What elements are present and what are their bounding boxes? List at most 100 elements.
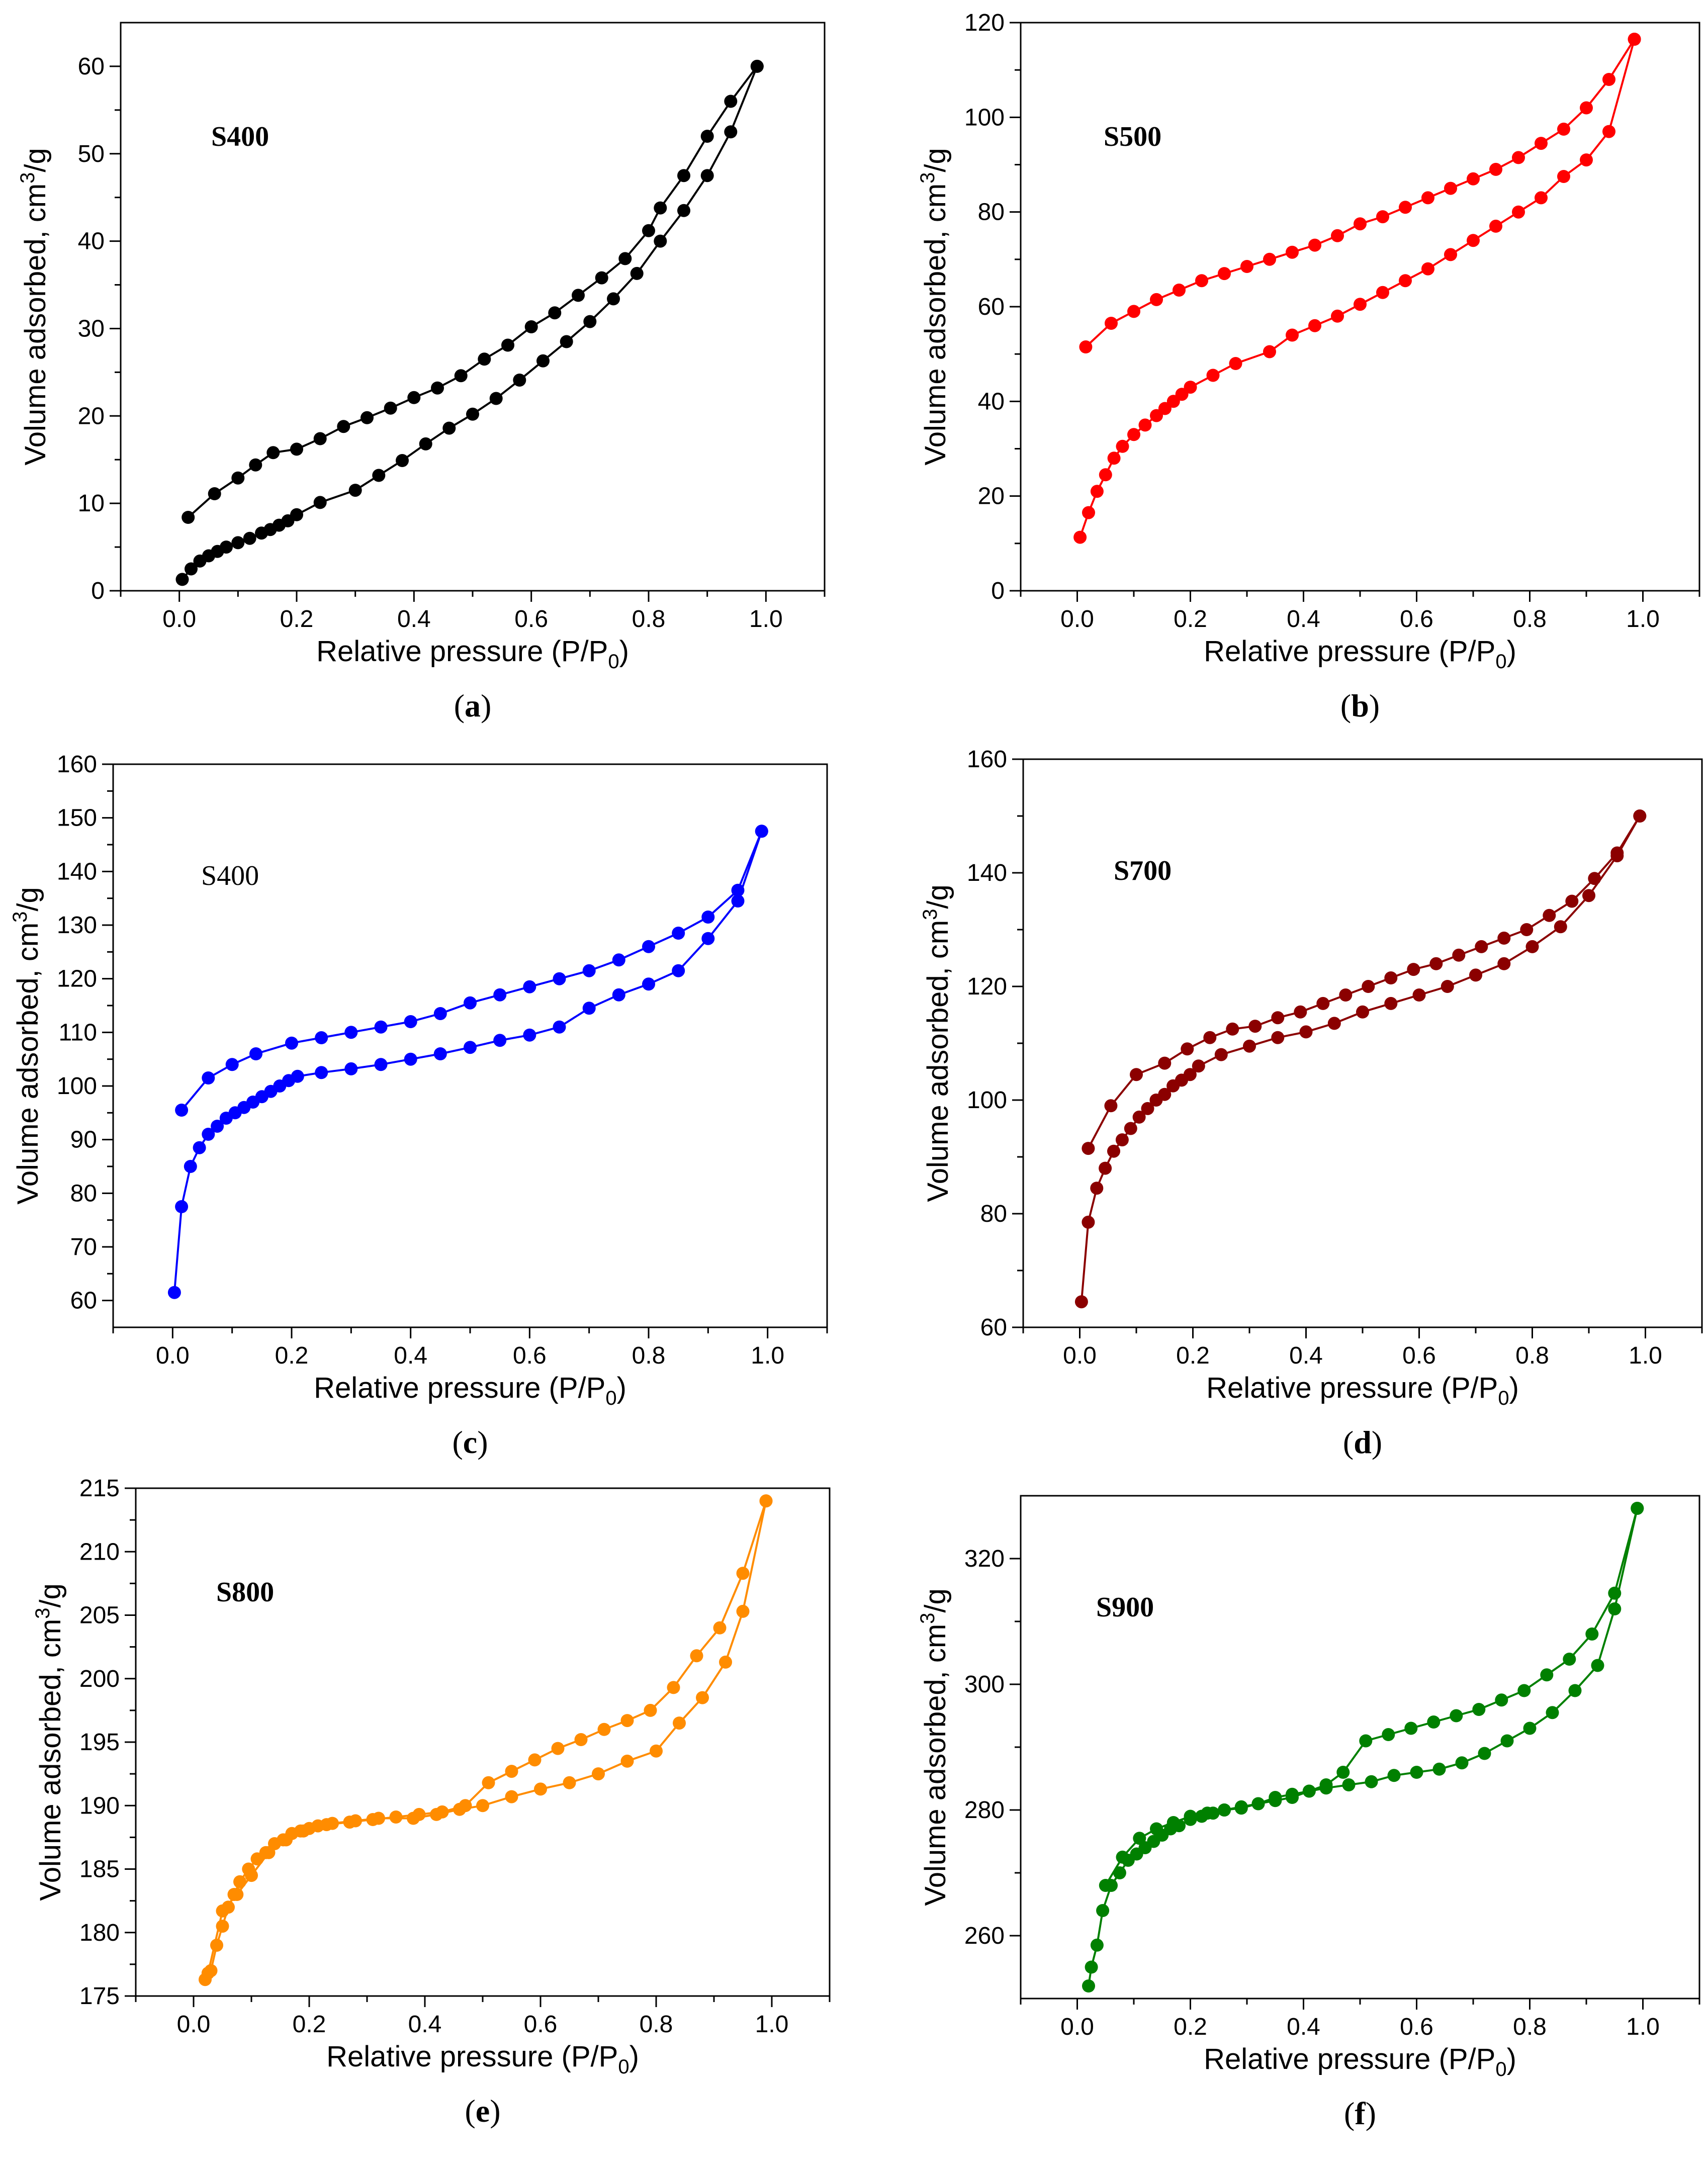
desorption-point xyxy=(459,1799,472,1813)
desorption-point xyxy=(1376,210,1389,224)
adsorption-point xyxy=(1132,1110,1146,1124)
desorption-point xyxy=(1226,1022,1239,1036)
x-tick-label: 0.2 xyxy=(1174,606,1207,632)
desorption-point xyxy=(175,1104,189,1117)
desorption-point xyxy=(1359,1734,1373,1748)
y-tick-label: 140 xyxy=(967,860,1007,886)
adsorption-point xyxy=(1127,428,1140,441)
desorption-point xyxy=(1105,317,1118,330)
y-tick-label: 185 xyxy=(79,1856,120,1883)
x-tick-label: 0.8 xyxy=(640,2011,673,2038)
adsorption-point xyxy=(513,374,526,387)
adsorption-point xyxy=(1090,1182,1104,1195)
desorption-point xyxy=(731,883,745,897)
desorption-point xyxy=(208,487,221,500)
adsorption-point xyxy=(673,1716,686,1730)
adsorption-point xyxy=(220,540,233,554)
desorption-point xyxy=(1234,1800,1248,1814)
y-tick-label: 20 xyxy=(78,403,105,429)
x-tick-label: 0.6 xyxy=(524,2011,558,2038)
adsorption-point xyxy=(642,977,655,991)
panel-caption: (c) xyxy=(452,1424,488,1460)
adsorption-point xyxy=(724,125,738,139)
desorption-point xyxy=(1099,1879,1112,1892)
x-tick-label: 0.0 xyxy=(1060,2014,1094,2040)
desorption-point xyxy=(1336,1766,1350,1779)
desorption-point xyxy=(1517,1684,1531,1697)
adsorption-point xyxy=(1478,1747,1491,1760)
adsorption-point xyxy=(563,1776,576,1789)
adsorption-point xyxy=(1090,1938,1104,1952)
adsorption-point xyxy=(233,1875,246,1888)
desorption-point xyxy=(1082,1142,1095,1155)
adsorption-point xyxy=(1568,1684,1582,1697)
desorption-point xyxy=(1475,940,1488,953)
desorption-point xyxy=(1251,1797,1265,1810)
x-tick-label: 0.6 xyxy=(513,1342,547,1369)
adsorption-point xyxy=(1082,1979,1095,1992)
adsorption-point xyxy=(523,1028,536,1042)
y-tick-label: 20 xyxy=(978,483,1005,510)
adsorption-point xyxy=(1467,234,1480,247)
desorption-point xyxy=(597,1723,611,1736)
adsorption-point xyxy=(1354,298,1367,311)
adsorption-point xyxy=(630,266,644,280)
y-tick-label: 70 xyxy=(70,1234,97,1260)
adsorption-point xyxy=(231,536,245,550)
x-axis-title: Relative pressure (P/P0) xyxy=(314,1372,626,1409)
desorption-point xyxy=(1240,260,1253,273)
y-tick-label: 90 xyxy=(70,1127,97,1153)
desorption-point xyxy=(1104,1099,1118,1113)
adsorption-point xyxy=(677,204,690,217)
adsorption-point xyxy=(583,315,597,328)
sample-label: S500 xyxy=(1104,121,1161,152)
adsorption-point xyxy=(701,932,715,945)
adsorption-point xyxy=(719,1655,732,1669)
desorption-point xyxy=(1218,267,1231,281)
desorption-point xyxy=(642,224,655,237)
desorption-point xyxy=(343,1816,356,1829)
y-tick-label: 160 xyxy=(967,746,1007,773)
y-tick-label: 80 xyxy=(70,1180,97,1207)
desorption-point xyxy=(524,320,538,333)
adsorption-point xyxy=(1214,1048,1228,1061)
y-tick-label: 110 xyxy=(58,1019,97,1046)
desorption-point xyxy=(230,1888,244,1901)
y-tick-label: 320 xyxy=(964,1546,1005,1572)
desorption-point xyxy=(249,1047,262,1060)
adsorption-point xyxy=(1497,957,1511,970)
desorption-point xyxy=(1150,1822,1163,1836)
desorption-point xyxy=(1130,1068,1143,1081)
adsorption-point xyxy=(372,469,386,482)
desorption-point xyxy=(1429,957,1443,970)
x-tick-label: 0.4 xyxy=(397,606,431,632)
desorption-point xyxy=(1116,1850,1129,1864)
desorption-point xyxy=(493,988,507,1002)
adsorption-point xyxy=(1557,170,1570,183)
desorption-point xyxy=(313,432,327,445)
desorption-point xyxy=(1286,245,1299,259)
adsorption-point xyxy=(1138,418,1152,432)
adsorption-point xyxy=(1512,205,1525,219)
x-tick-label: 0.6 xyxy=(1402,1342,1436,1369)
y-tick-label: 60 xyxy=(980,1314,1007,1341)
x-tick-label: 0.8 xyxy=(632,1342,666,1369)
x-tick-label: 0.4 xyxy=(1287,606,1320,632)
adsorption-point xyxy=(1602,125,1615,138)
y-tick-label: 210 xyxy=(79,1538,120,1565)
adsorption-point xyxy=(184,1160,197,1173)
sample-label: S900 xyxy=(1096,1592,1154,1623)
adsorption-point xyxy=(1582,889,1595,902)
x-tick-label: 0.6 xyxy=(1400,606,1433,632)
desorption-point xyxy=(478,352,491,366)
desorption-point xyxy=(1563,1653,1576,1666)
adsorption-point xyxy=(505,1790,518,1803)
desorption-point xyxy=(245,1869,258,1882)
plot-frame xyxy=(120,22,826,592)
adsorption-point xyxy=(1376,286,1389,299)
adsorption-point xyxy=(1229,357,1242,370)
y-tick-label: 140 xyxy=(57,858,97,885)
desorption-point xyxy=(1308,238,1321,252)
adsorption-point xyxy=(243,531,256,545)
